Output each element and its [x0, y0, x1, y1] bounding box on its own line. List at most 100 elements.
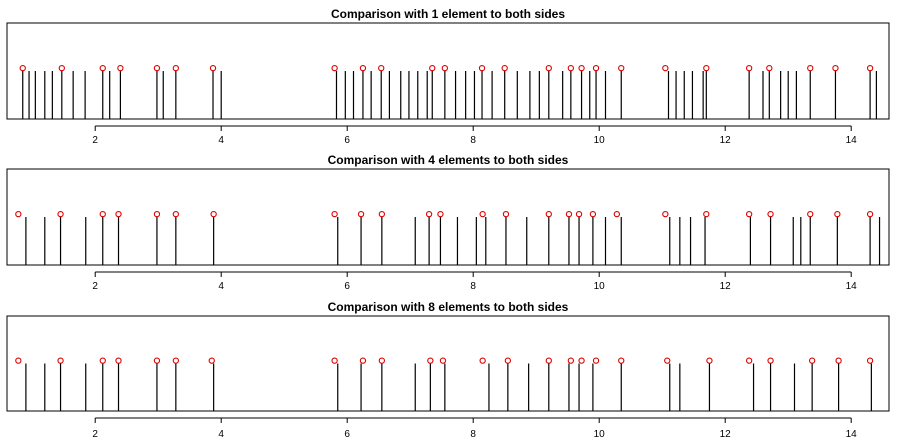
x-tick-label: 4 [218, 281, 224, 292]
peak-marker [807, 210, 814, 218]
x-tick-label: 14 [846, 281, 858, 292]
peak-marker [331, 210, 338, 218]
x-tick-label: 10 [594, 135, 606, 146]
peak-marker [172, 357, 179, 364]
peak-marker [15, 210, 22, 218]
x-tick-label: 6 [344, 429, 350, 440]
peak-marker [832, 64, 839, 72]
peak-marker [331, 357, 338, 364]
x-tick-label: 4 [218, 429, 224, 440]
peak-marker [767, 210, 774, 218]
peak-marker [502, 210, 510, 218]
peak-marker [19, 64, 26, 72]
peak-marker [479, 210, 486, 218]
panel-1: Comparison with 1 element to both sides … [6, 7, 890, 146]
peak-marker [58, 64, 65, 72]
peak-marker [425, 210, 433, 218]
peak-marker [429, 64, 436, 72]
peak-marker [357, 210, 365, 218]
x-tick-label: 4 [218, 135, 224, 146]
x-tick-label: 10 [594, 281, 606, 292]
peak-marker [153, 210, 161, 218]
peak-marker [545, 357, 552, 364]
peak-marker [15, 357, 22, 364]
peak-marker [427, 357, 434, 364]
peak-marker [99, 64, 106, 72]
peak-marker [210, 210, 217, 218]
x-tick-label: 14 [846, 429, 858, 440]
peak-marker [378, 64, 385, 72]
peak-marker [618, 64, 625, 72]
peak-marker [378, 357, 385, 364]
peak-marker [501, 64, 508, 72]
peak-marker [578, 357, 585, 364]
x-tick-label: 14 [846, 135, 858, 146]
peak-marker [703, 210, 710, 218]
peak-marker [99, 357, 106, 364]
peak-marker [589, 210, 597, 218]
peak-marker [662, 210, 669, 218]
peak-marker [808, 357, 816, 364]
peak-marker [359, 64, 367, 72]
peak-marker [745, 357, 753, 364]
peak-marker [478, 64, 486, 72]
x-tick-label: 8 [470, 429, 476, 440]
x-tick-label: 2 [92, 281, 98, 292]
peak-marker [437, 210, 444, 218]
x-tick-label: 12 [720, 281, 732, 292]
peak-marker [359, 357, 367, 364]
peak-marker [504, 357, 511, 364]
panel-title: Comparison with 1 element to both sides [331, 7, 565, 21]
peak-marker [208, 357, 215, 364]
peak-marker [99, 210, 106, 218]
peak-marker [331, 64, 338, 72]
peak-marker [567, 64, 574, 72]
peak-marker [545, 64, 552, 72]
peak-marker [866, 64, 874, 72]
peak-marker [441, 64, 448, 72]
peak-marker [766, 64, 773, 72]
peak-marker [706, 357, 713, 364]
panel-title: Comparison with 8 elements to both sides [328, 300, 569, 314]
peak-marker [115, 210, 122, 218]
peak-marker [578, 64, 585, 72]
peak-marker [866, 357, 874, 364]
peak-marker [115, 357, 122, 364]
peak-marker [592, 64, 600, 72]
peak-marker [567, 357, 574, 364]
x-tick-label: 8 [470, 135, 476, 146]
peak-marker [662, 64, 669, 72]
plot-frame [6, 315, 890, 412]
peak-marker [592, 357, 600, 364]
peak-marker [745, 64, 753, 72]
peak-marker [57, 210, 64, 218]
peak-marker [664, 357, 671, 364]
peak-marker [57, 357, 64, 364]
x-tick-label: 8 [470, 281, 476, 292]
peak-marker [834, 210, 841, 218]
x-tick-label: 6 [344, 135, 350, 146]
peak-marker [745, 210, 753, 218]
panel-2: Comparison with 4 elements to both sides… [6, 153, 890, 292]
peak-marker [565, 210, 573, 218]
peak-marker [835, 357, 842, 364]
peak-marker [618, 357, 625, 364]
peak-marker [153, 357, 161, 364]
peak-marker [117, 64, 124, 72]
peak-marker [172, 210, 179, 218]
panel-title: Comparison with 4 elements to both sides [328, 153, 569, 167]
peak-marker [479, 357, 486, 364]
peak-marker [378, 210, 385, 218]
x-tick-label: 10 [594, 429, 606, 440]
x-tick-label: 12 [720, 429, 732, 440]
panel-3: Comparison with 8 elements to both sides… [6, 300, 890, 440]
peak-marker [153, 64, 161, 72]
peak-marker [613, 210, 620, 218]
peak-marker [703, 64, 710, 72]
x-tick-label: 2 [92, 429, 98, 440]
plot-frame [6, 168, 890, 266]
x-tick-label: 2 [92, 135, 98, 146]
peak-marker [209, 64, 217, 72]
peak-marker [767, 357, 774, 364]
